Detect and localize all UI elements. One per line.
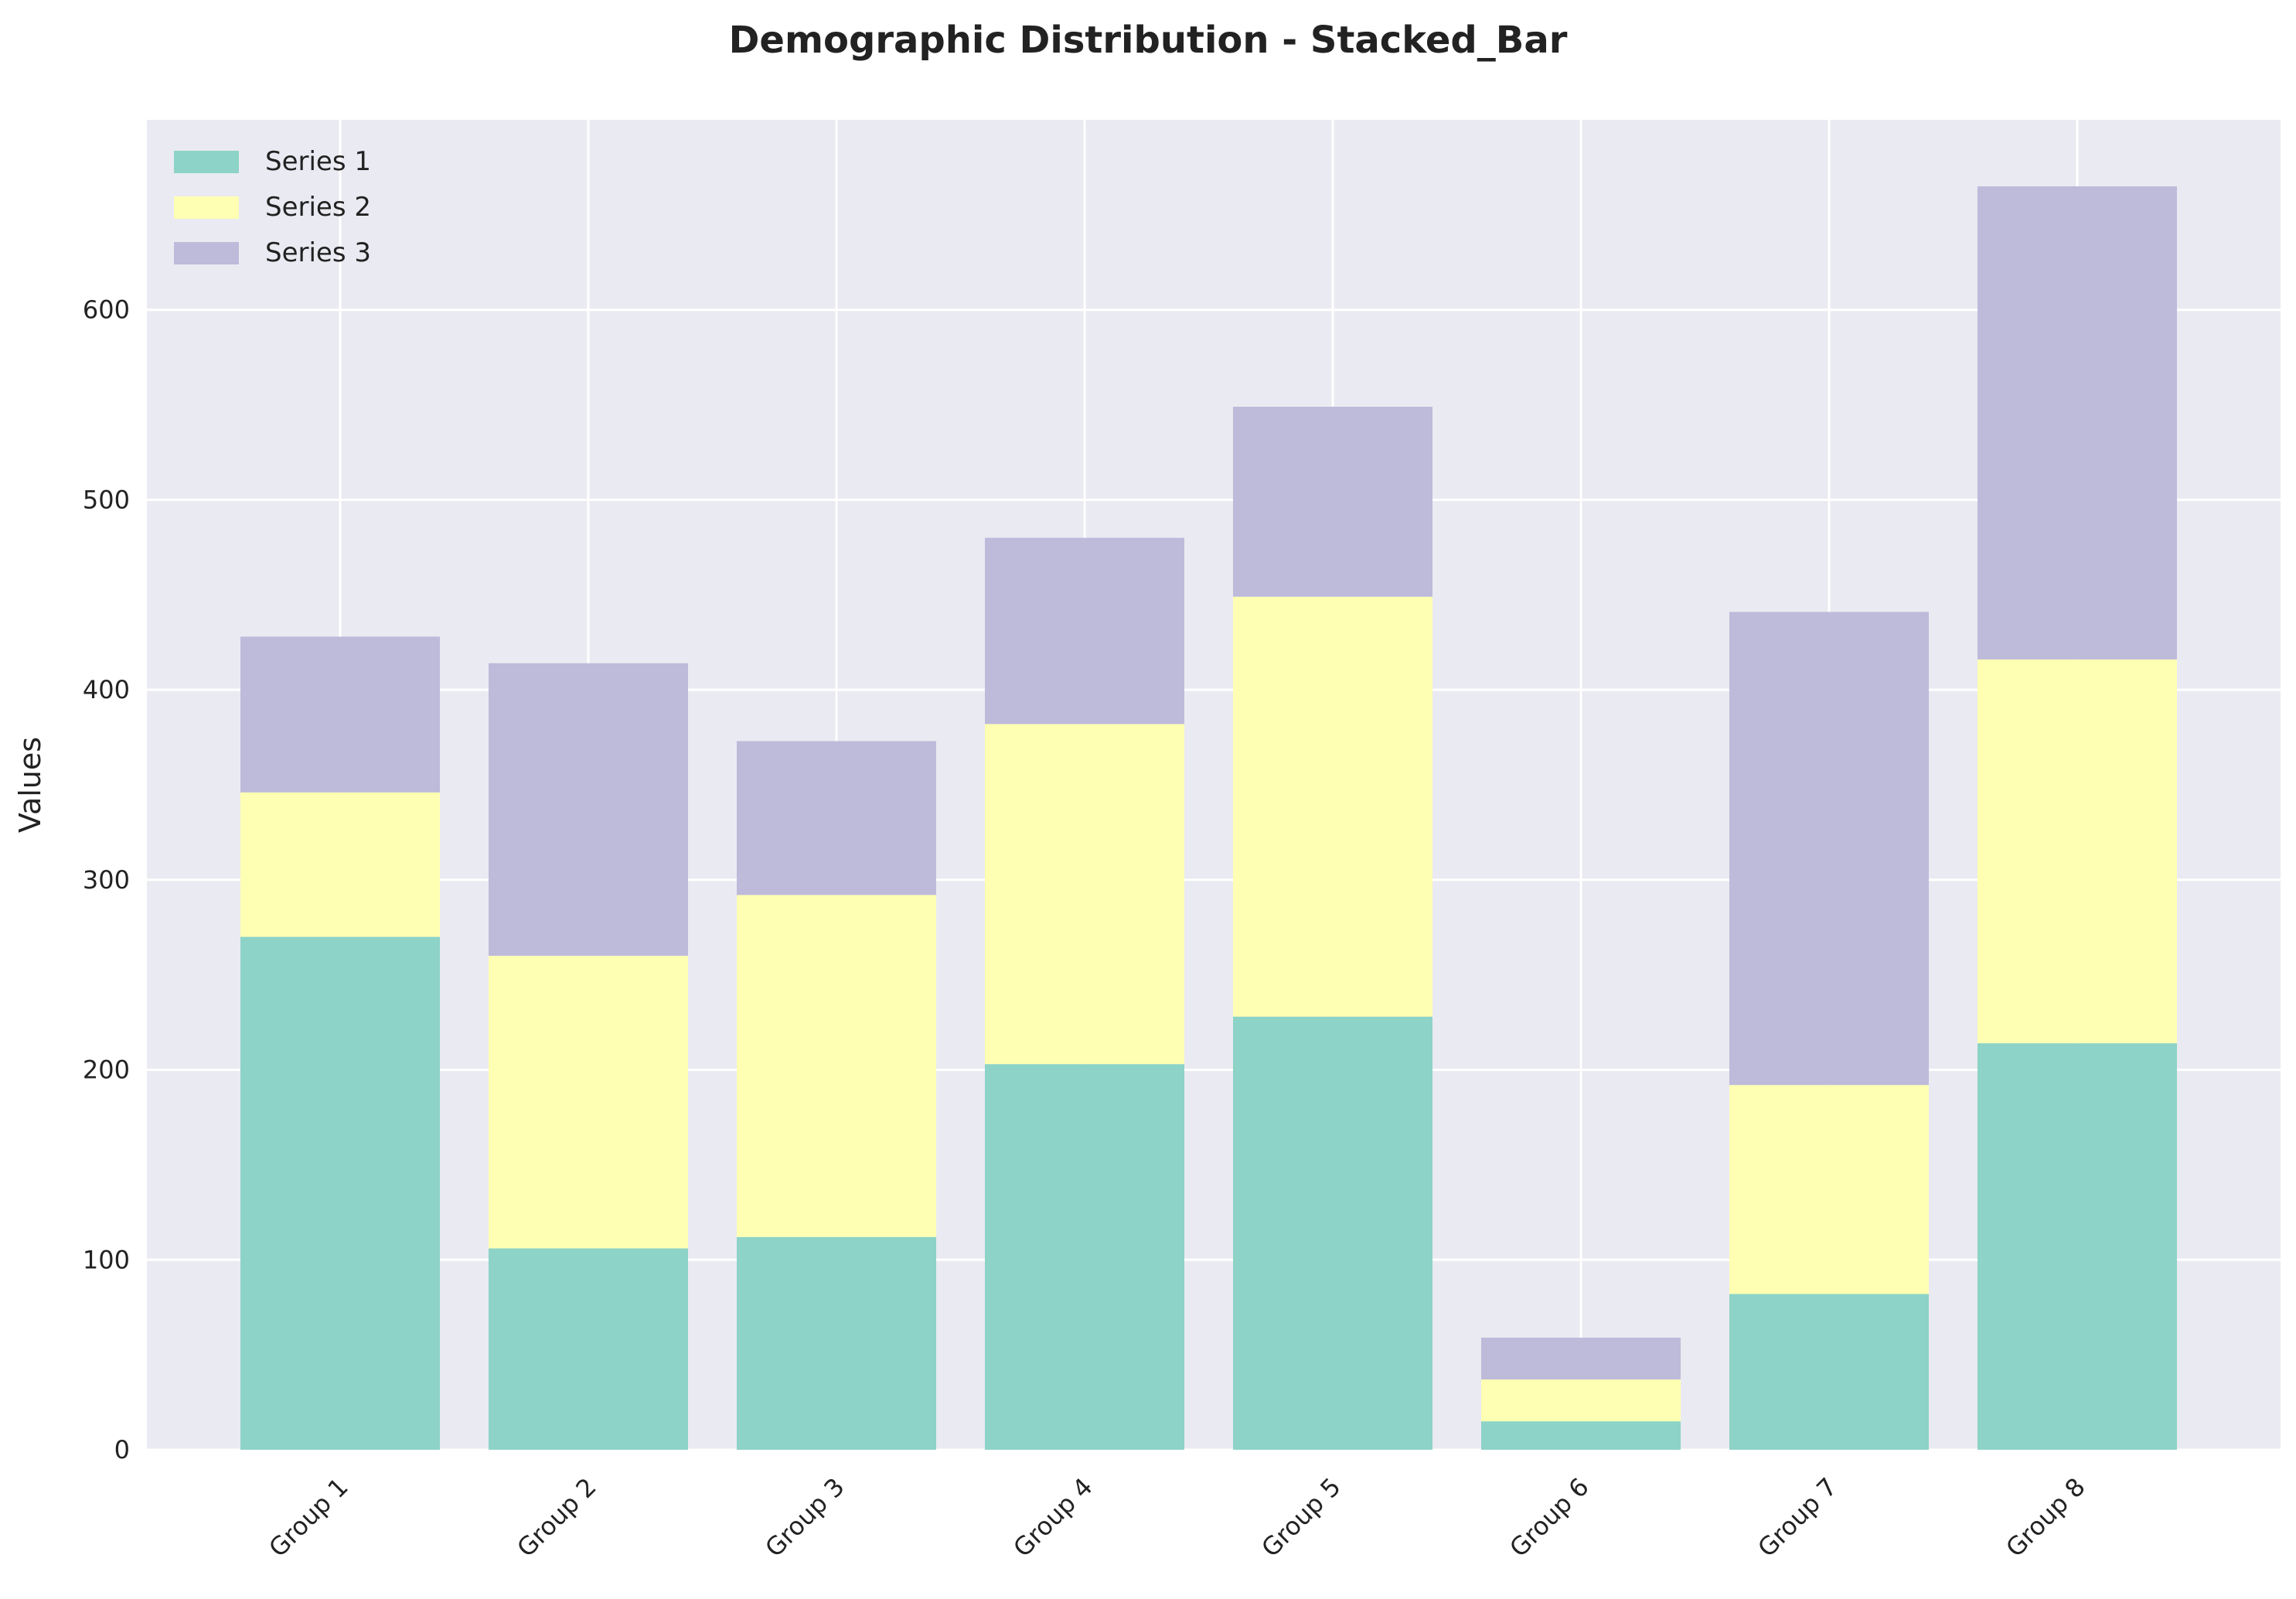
bar-segment xyxy=(985,537,1184,724)
legend-swatch xyxy=(174,242,239,264)
bar-segment xyxy=(1481,1338,1681,1380)
bar-segment xyxy=(240,936,440,1450)
bar-segment xyxy=(1233,407,1432,597)
bar-segment xyxy=(985,724,1184,1065)
y-tick-label: 100 xyxy=(83,1245,130,1274)
bar-segment xyxy=(1729,612,1929,1086)
y-tick-label: 0 xyxy=(114,1435,130,1464)
bar-segment xyxy=(1977,186,2177,660)
y-tick-label: 600 xyxy=(83,295,130,325)
bar-segment xyxy=(737,1236,936,1450)
bar-segment xyxy=(489,956,688,1249)
bar-segment xyxy=(1233,1016,1432,1450)
bar-segment xyxy=(1729,1294,1929,1450)
bar-segment xyxy=(489,1248,688,1450)
bar-segment xyxy=(489,663,688,956)
bar-segment xyxy=(1233,596,1432,1017)
legend-label: Series 2 xyxy=(265,192,371,223)
bar-segment xyxy=(1729,1085,1929,1294)
legend: Series 1 Series 2 Series 3 xyxy=(174,146,371,268)
y-tick-label: 200 xyxy=(83,1055,130,1085)
bar-segment xyxy=(737,895,936,1237)
legend-label: Series 3 xyxy=(265,237,371,268)
y-tick-label: 300 xyxy=(83,865,130,895)
plot-background xyxy=(147,120,2281,1450)
y-axis-label: Values xyxy=(13,737,47,833)
bar-segment xyxy=(240,636,440,793)
bar-segment xyxy=(240,792,440,937)
bar-segment xyxy=(1977,659,2177,1044)
y-tick-label: 500 xyxy=(83,485,130,514)
bar-segment xyxy=(1481,1379,1681,1422)
legend-swatch xyxy=(174,196,239,219)
bar-segment xyxy=(985,1064,1184,1450)
bar-segment xyxy=(1977,1043,2177,1450)
legend-swatch xyxy=(174,151,239,173)
y-tick-label: 400 xyxy=(83,675,130,704)
bar-segment xyxy=(737,741,936,895)
bars xyxy=(240,186,2177,1450)
legend-label: Series 1 xyxy=(265,146,371,177)
bar-segment xyxy=(1481,1421,1681,1450)
chart-title: Demographic Distribution - Stacked_Bar xyxy=(729,19,1568,62)
